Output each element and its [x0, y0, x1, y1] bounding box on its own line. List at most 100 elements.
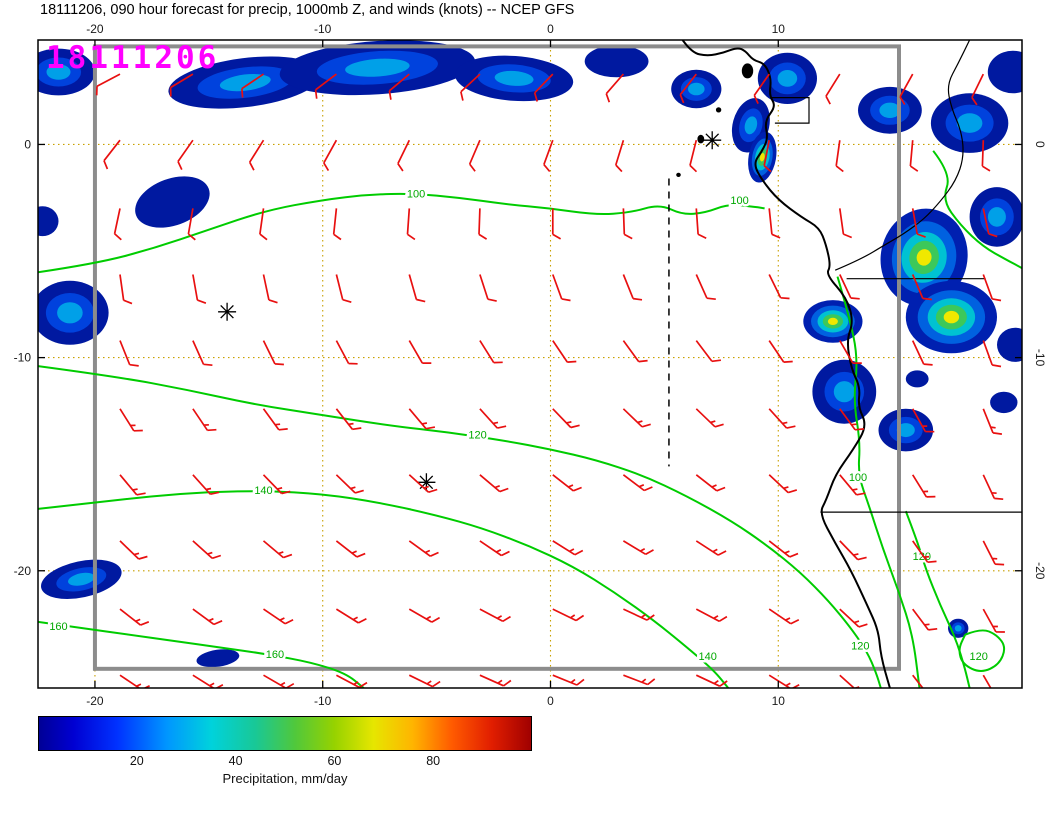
wind-barb — [552, 474, 582, 492]
wind-barb — [838, 208, 853, 239]
asterisk-marker — [218, 302, 237, 321]
wind-barb — [262, 274, 278, 304]
wind-barb — [768, 208, 781, 239]
wind-barb — [839, 608, 868, 628]
wind-barb — [192, 674, 224, 688]
wind-barb — [839, 674, 860, 688]
precip-blob — [46, 64, 71, 80]
river — [834, 40, 971, 271]
wind-barb — [408, 674, 441, 688]
wind-barb — [408, 408, 436, 430]
precip-blob — [196, 649, 240, 668]
wind-barb — [323, 139, 338, 172]
wind-barb — [119, 340, 139, 367]
axis-label: -10 — [14, 351, 32, 365]
contour-line — [38, 490, 729, 688]
wind-barb — [911, 474, 936, 498]
island — [676, 172, 681, 177]
wind-barb — [971, 73, 985, 106]
wind-barb — [839, 408, 865, 431]
wind-barb — [695, 608, 728, 623]
wind-barb — [263, 608, 294, 625]
data-boundary — [92, 44, 901, 671]
wind-barb — [479, 474, 509, 493]
wind-barb — [335, 274, 352, 304]
contour-label: 160 — [266, 649, 284, 661]
wind-barb — [695, 408, 724, 428]
wind-barb — [335, 474, 364, 494]
coastline — [681, 40, 891, 688]
plot-frame — [37, 39, 1023, 689]
asterisk-marker — [417, 473, 436, 492]
wind-barb — [768, 408, 796, 429]
wind-barb — [460, 73, 481, 101]
wind-barb — [695, 474, 726, 492]
wind-barb — [982, 208, 998, 238]
wind-barb — [479, 608, 511, 623]
wind-barb — [982, 408, 1003, 435]
wind-barb — [899, 73, 914, 106]
precip-blob — [777, 70, 798, 87]
precip-layer — [38, 40, 1022, 668]
wind-barb — [552, 540, 584, 556]
wind-barb — [982, 474, 1004, 501]
wind-barb — [468, 139, 481, 172]
wind-barb — [262, 408, 288, 431]
precip-blob — [38, 206, 59, 237]
wind-barb — [192, 408, 217, 432]
wind-barb — [406, 208, 416, 241]
wind-barb — [336, 674, 368, 688]
axis-label: -20 — [14, 564, 32, 578]
colorbar: 20 40 60 80 Precipitation, mm/day — [38, 716, 532, 786]
axis-label: -20 — [86, 694, 104, 708]
wind-barb — [763, 140, 772, 173]
contour-line — [958, 629, 1006, 672]
precip-blob — [688, 82, 705, 96]
contour-line — [38, 365, 882, 688]
precip-blob — [57, 302, 83, 324]
wind-barb — [835, 140, 844, 173]
precip-blob — [833, 381, 855, 403]
wind-barb — [119, 408, 143, 432]
colorbar-tick: 40 — [228, 754, 243, 768]
axis-label: 10 — [772, 694, 786, 708]
wind-barb — [679, 73, 697, 104]
contour-line — [836, 276, 921, 688]
precip-blob — [987, 207, 1006, 227]
wind-barb — [192, 274, 207, 304]
wind-barb — [622, 274, 643, 301]
wind-barb — [552, 274, 571, 302]
wind-barb — [839, 340, 862, 364]
wind-barb — [768, 608, 800, 625]
wind-barb — [622, 540, 654, 556]
precip-blob — [987, 50, 1022, 94]
wind-barb — [695, 340, 722, 363]
wind-barb — [911, 274, 932, 301]
contour-label: 120 — [468, 429, 486, 441]
wind-barb — [912, 674, 924, 688]
wind-barb — [552, 340, 577, 363]
wind-barb — [695, 274, 716, 301]
wind-barb — [479, 340, 503, 364]
axis-label: 0 — [547, 694, 554, 708]
axis-label: 0 — [547, 22, 554, 36]
wind-barb — [192, 340, 213, 367]
wind-barb — [408, 474, 438, 494]
wind-barb — [479, 408, 507, 429]
grid-layer — [38, 40, 1022, 688]
contour-label: 140 — [254, 485, 272, 497]
wind-barb — [912, 540, 937, 564]
wind-barb — [981, 140, 991, 172]
coast-layer — [676, 40, 1022, 688]
axis-label: -10 — [1033, 349, 1047, 367]
axis-label: -10 — [314, 694, 332, 708]
wind-barb — [408, 340, 432, 364]
wind-barb — [119, 274, 133, 305]
wind-barb — [262, 474, 291, 495]
precip-blob — [954, 625, 962, 632]
precip-blob — [916, 249, 932, 266]
wind-barb — [911, 208, 926, 238]
wind-layer — [95, 73, 1005, 688]
